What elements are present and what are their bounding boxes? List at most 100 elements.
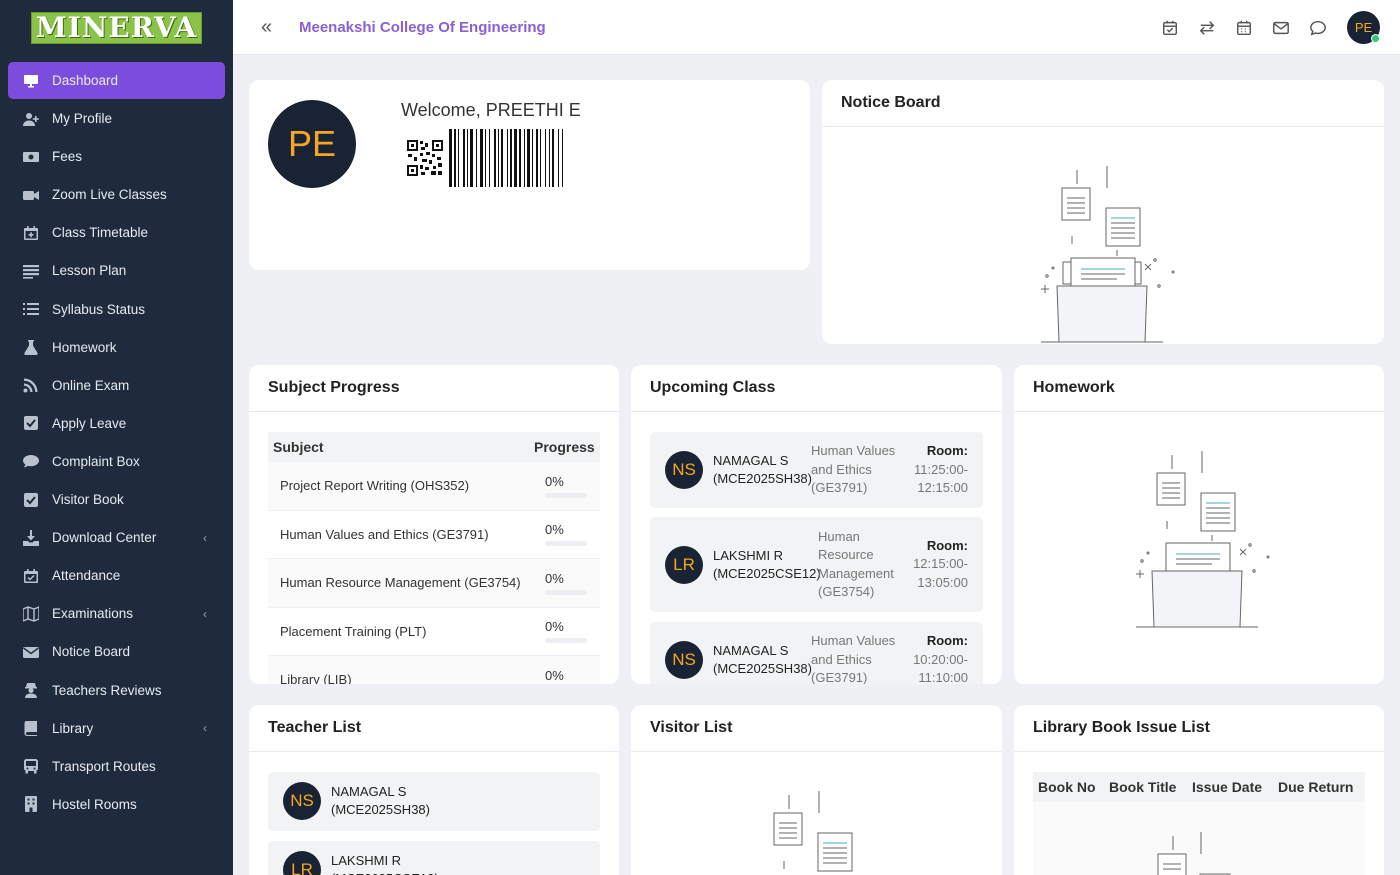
class-room-time: Room: 12:15:00- 13:05:00 [913,537,968,593]
sidebar-item-download-center[interactable]: Download Center ‹ [8,519,225,556]
chevron-left-icon: ‹ [203,606,207,621]
sidebar-item-notice-board[interactable]: Notice Board [8,633,225,670]
sidebar: MINERVA Dashboard My Profile Fees Zoom Live… [0,0,233,875]
book-icon [22,719,40,737]
sidebar-item-examinations[interactable]: Examinations ‹ [8,595,225,632]
sidebar-item-attendance[interactable]: Attendance [8,557,225,594]
logo[interactable]: MINERVA [30,12,203,44]
sidebar-item-lesson-plan[interactable]: Lesson Plan [8,252,225,289]
sidebar-item-label: Syllabus Status [52,301,146,317]
sidebar-item-my-profile[interactable]: My Profile [8,100,225,137]
progress-value: 0% [545,522,564,538]
empty-folder-illustration [1136,451,1270,628]
check-square-icon [22,414,40,432]
class-room-time: Room: 10:20:00- 11:10:00 [913,632,968,684]
building-icon [22,795,40,813]
visitor-list-title: Visitor List [631,705,1002,752]
sidebar-item-label: Fees [52,149,83,165]
teacher-name-text: NAMAGAL S [713,453,789,468]
upcoming-class-card: Upcoming Class NS NAMAGAL S (MCE2025SH38) H… [631,365,1002,684]
subject-progress-table: Subject Progress Project Report Writing … [268,432,600,684]
teacher-code: (MCE2025CSE12) [713,565,821,581]
sidebar-item-label: Complaint Box [52,453,140,469]
class-subject-line: Human Values [811,443,896,459]
chat-icon[interactable] [1308,18,1328,38]
class-subject-line: Resource [818,547,874,562]
progress-cell: 0% [533,571,593,595]
teacher-list-item[interactable]: NS NAMAGAL S (MCE2025SH38) [268,772,600,831]
upcoming-class-item[interactable]: LR LAKSHMI R (MCE2025CSE12) Human Resource Ma… [650,517,983,612]
exchange-icon[interactable] [1197,18,1217,38]
sidebar-item-label: Library [52,720,94,736]
chevron-left-icon: ‹ [203,530,207,545]
subject-progress-title: Subject Progress [249,365,619,412]
progress-cell: 0% [533,474,593,498]
sidebar-item-label: Zoom Live Classes [52,187,167,203]
sidebar-item-hostel-rooms[interactable]: Hostel Rooms [8,786,225,823]
sidebar-item-apply-leave[interactable]: Apply Leave [8,405,225,442]
collapse-sidebar-button[interactable]: « [261,15,273,38]
sidebar-item-online-exam[interactable]: Online Exam [8,367,225,404]
progress-cell: 0% [533,619,593,644]
sidebar-item-syllabus-status[interactable]: Syllabus Status [8,291,225,328]
upcoming-class-item[interactable]: NS NAMAGAL S (MCE2025SH38) Human Values and … [650,622,983,684]
sidebar-item-label: Attendance [52,568,121,584]
upcoming-class-item[interactable]: NS NAMAGAL S (MCE2025SH38) Human Values and … [650,432,983,508]
sidebar-item-complaint-box[interactable]: Complaint Box [8,443,225,480]
teacher-avatar: LR [665,545,703,584]
calendar-check-icon[interactable] [1160,18,1180,38]
teacher-name: NAMAGAL S (MCE2025SH38) [713,642,812,678]
progress-cell: 0% [533,522,593,547]
teacher-name: NAMAGAL S (MCE2025SH38) [331,783,430,819]
column-header-progress: Progress [534,439,595,455]
column-header-book-title: Book Title [1109,779,1177,795]
table-row: Human Resource Management (GE3754) 0% [268,559,600,608]
envelope-icon[interactable] [1271,18,1291,38]
teacher-name: NAMAGAL S (MCE2025SH38) [713,452,812,488]
welcome-message: Welcome, PREETHI E [401,100,581,120]
homework-card: Homework [1014,365,1384,684]
sidebar-item-fees[interactable]: Fees [8,138,225,175]
sidebar-item-class-timetable[interactable]: Class Timetable [8,214,225,251]
sidebar-item-label: Online Exam [52,377,130,393]
sidebar-item-library[interactable]: Library ‹ [8,710,225,747]
class-subject-line: (GE3791) [811,670,868,684]
progress-value: 0% [545,667,564,683]
sidebar-item-label: Examinations [52,606,134,622]
sidebar-item-visitor-book[interactable]: Visitor Book [8,481,225,518]
room-label: Room: [926,443,968,459]
qr-code [407,140,443,176]
library-issue-card: Library Book Issue List Book No Book Tit… [1014,705,1384,875]
class-subject: Human Values and Ethics (GE3791) [811,442,895,498]
table-row: Placement Training (PLT) 0% [268,608,600,656]
sidebar-item-transport-routes[interactable]: Transport Routes [8,748,225,785]
progress-value: 0% [545,473,564,489]
teacher-list-item[interactable]: LR LAKSHMI R (MCE2025CSE12) [268,841,600,875]
user-avatar[interactable]: PE [1347,11,1380,44]
sidebar-item-homework[interactable]: Homework [8,329,225,366]
class-subject-line: Human [818,528,860,544]
sidebar-item-zoom-live-classes[interactable]: Zoom Live Classes [8,176,225,213]
table-header: Subject Progress [268,432,600,462]
rss-icon [22,376,40,394]
class-time-end: 12:15:00 [917,480,968,496]
empty-folder-illustration [773,791,853,872]
class-time-start: 12:15:00- [913,556,968,572]
column-header-due-return: Due Return [1278,779,1354,795]
class-subject: Human Values and Ethics (GE3791) [811,632,895,684]
sidebar-item-dashboard[interactable]: Dashboard [8,62,225,99]
sidebar-nav: Dashboard My Profile Fees Zoom Live Classes… [0,56,233,823]
subject-name: Human Resource Management (GE3754) [280,575,521,591]
calendar-icon[interactable] [1234,18,1254,38]
library-table-header: Book No Book Title Issue Date Due Return [1033,772,1365,802]
list-icon [22,262,40,280]
sidebar-item-teachers-reviews[interactable]: Teachers Reviews [8,672,225,709]
sidebar-item-label: Transport Routes [52,758,156,774]
monitor-icon [22,72,40,90]
class-room-time: Room: 11:25:00- 12:15:00 [914,442,968,498]
notice-board-card: Notice Board [822,80,1384,344]
chevron-left-icon: ‹ [203,721,207,736]
sidebar-item-label: My Profile [52,111,113,127]
welcome-card: PE Welcome, PREETHI E [249,80,810,270]
teacher-code: (MCE2025CSE12) [331,870,439,875]
